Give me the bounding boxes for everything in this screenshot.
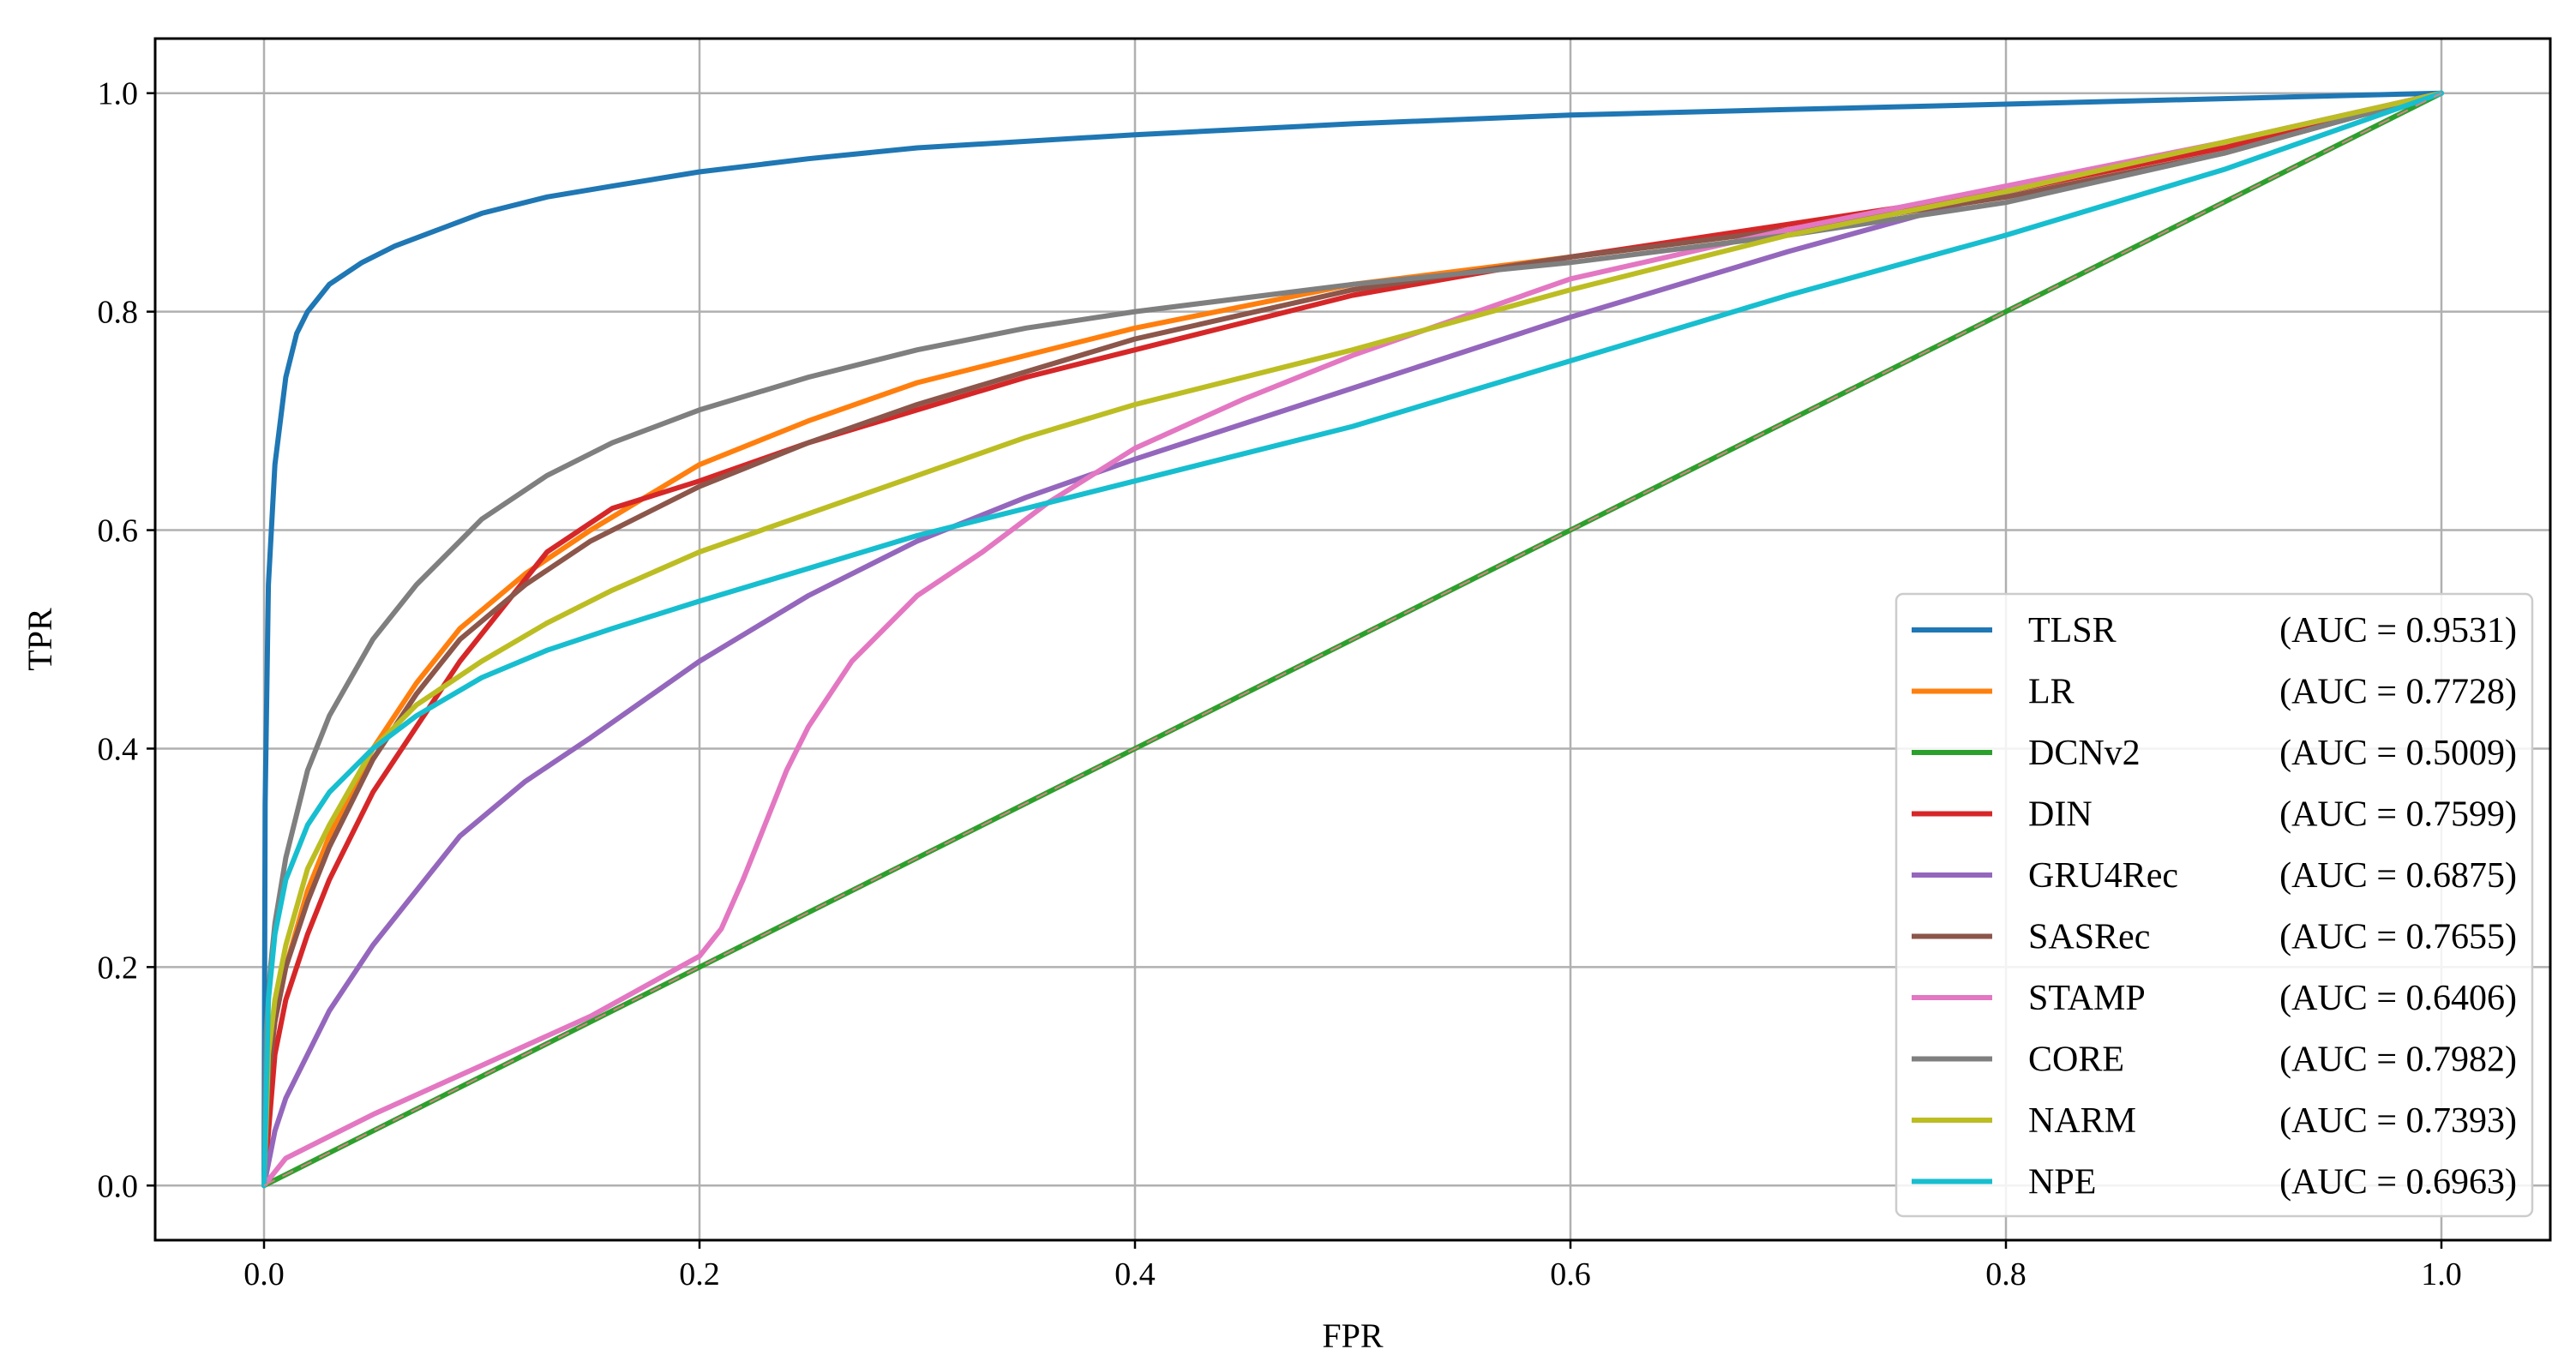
y-axis-label: TPR [21, 608, 59, 671]
legend-series-name: GRU4Rec [2028, 856, 2178, 896]
legend-auc-label: (AUC = 0.7728) [2279, 673, 2517, 712]
y-tick-label: 1.0 [98, 76, 139, 112]
legend-entry-npe: NPE (AUC = 0.6963) [1912, 1163, 2517, 1202]
y-tick-label: 0.4 [98, 731, 139, 767]
legend-series-name: NARM [2028, 1101, 2136, 1141]
legend: TLSR (AUC = 0.9531) LR (AUC = 0.7728) DCNv2 (… [1894, 592, 2534, 1218]
roc-curve-core [261, 90, 2444, 1189]
chance-diagonal-line [263, 92, 2442, 1187]
roc-curve-stamp [261, 90, 2444, 1189]
roc-curve-gru4rec [261, 90, 2444, 1189]
roc-curve-tlsr [261, 90, 2444, 1189]
legend-auc-label: (AUC = 0.7599) [2279, 795, 2517, 835]
x-tick-label: 0.8 [1985, 1256, 2027, 1292]
legend-series-name: DCNv2 [2028, 734, 2141, 773]
legend-entry-gru4rec: GRU4Rec (AUC = 0.6875) [1912, 856, 2517, 896]
legend-series-name: DIN [2028, 795, 2093, 835]
x-tick-label: 0.0 [243, 1256, 285, 1292]
legend-series-name: TLSR [2028, 611, 2117, 651]
legend-auc-label: (AUC = 0.7982) [2279, 1040, 2517, 1080]
y-tick-label: 0.2 [98, 950, 139, 986]
legend-series-name: LR [2028, 673, 2075, 712]
legend-auc-label: (AUC = 0.6406) [2279, 979, 2517, 1018]
legend-series-name: CORE [2028, 1040, 2124, 1080]
y-tick-label: 0.6 [98, 513, 139, 549]
legend-entry-dcnv2: DCNv2 (AUC = 0.5009) [1912, 734, 2517, 773]
legend-series-name: SASRec [2028, 918, 2150, 957]
legend-entry-lr: LR (AUC = 0.7728) [1912, 673, 2517, 712]
legend-entry-narm: NARM (AUC = 0.7393) [1912, 1101, 2517, 1141]
x-tick-label: 0.2 [679, 1256, 720, 1292]
legend-box [1894, 592, 2534, 1218]
x-tick-label: 1.0 [2421, 1256, 2462, 1292]
legend-auc-label: (AUC = 0.6875) [2279, 856, 2517, 896]
legend-entry-stamp: STAMP (AUC = 0.6406) [1912, 979, 2517, 1018]
legend-entry-sasrec: SASRec (AUC = 0.7655) [1912, 918, 2517, 957]
legend-auc-label: (AUC = 0.9531) [2279, 611, 2517, 651]
plot-frame [153, 37, 2552, 1242]
legend-auc-label: (AUC = 0.7393) [2279, 1101, 2517, 1141]
roc-curve-narm [261, 90, 2444, 1189]
roc-curve-npe [261, 90, 2444, 1189]
legend-entry-tlsr: TLSR (AUC = 0.9531) [1912, 611, 2517, 651]
x-tick-label: 0.6 [1550, 1256, 1591, 1292]
legend-entry-din: DIN (AUC = 0.7599) [1912, 795, 2517, 835]
roc-curve-din [261, 90, 2444, 1189]
legend-auc-label: (AUC = 0.5009) [2279, 734, 2517, 773]
legend-series-name: NPE [2028, 1163, 2096, 1202]
legend-series-name: STAMP [2028, 979, 2146, 1018]
x-axis-label: FPR [1322, 1316, 1383, 1355]
roc-curves [261, 90, 2444, 1189]
y-tick-label: 0.0 [98, 1168, 139, 1204]
legend-auc-label: (AUC = 0.7655) [2279, 918, 2517, 957]
roc-curve-sasrec [261, 90, 2444, 1189]
x-tick-label: 0.4 [1114, 1256, 1156, 1292]
axis-ticks: 0.0 0.2 0.4 0.6 0.8 1.0 0.0 0.2 0.4 0.6 0.8 1.0 [98, 76, 2462, 1292]
y-tick-label: 0.8 [98, 295, 139, 331]
legend-entry-core: CORE (AUC = 0.7982) [1912, 1040, 2517, 1080]
legend-auc-label: (AUC = 0.6963) [2279, 1163, 2517, 1202]
